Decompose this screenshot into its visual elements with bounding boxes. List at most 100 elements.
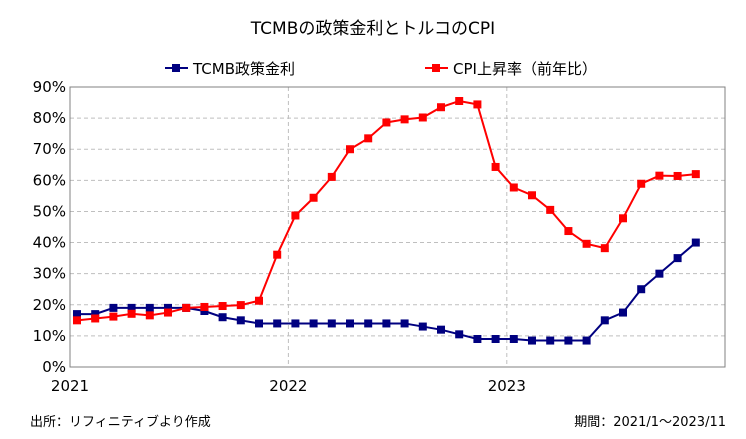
data-point-1: [145, 311, 154, 320]
series-line-1: [76, 99, 696, 322]
data-point-1: [491, 162, 500, 171]
data-point-0: [437, 325, 445, 334]
data-point-1: [327, 172, 336, 181]
data-point-0: [309, 319, 318, 328]
data-point-1: [127, 309, 136, 318]
data-point-1: [509, 183, 518, 192]
data-point-0: [145, 303, 154, 312]
legend-marker-cpi: [432, 64, 440, 72]
data-point-0: [546, 336, 555, 345]
data-point-0: [164, 303, 172, 312]
data-point-1: [600, 244, 609, 253]
data-point-1: [164, 308, 172, 317]
data-point-0: [491, 335, 500, 343]
data-point-0: [619, 308, 627, 317]
y-tick-label: 50%: [33, 202, 66, 220]
data-point-0: [637, 285, 646, 294]
plot-area: 0%10%20%30%40%50%60%70%80%90% 2021 2022 20…: [33, 78, 726, 395]
data-point-1: [236, 301, 245, 310]
data-point-1: [255, 296, 263, 305]
data-point-1: [309, 193, 318, 202]
data-point-0: [528, 336, 536, 345]
y-tick-label: 90%: [33, 78, 66, 96]
data-point-0: [273, 319, 282, 328]
data-point-0: [127, 303, 136, 312]
data-point-0: [509, 335, 518, 343]
data-point-1: [273, 250, 282, 259]
legend-item-cpi: CPI上昇率（前年比）: [425, 60, 597, 78]
data-point-1: [182, 303, 191, 312]
data-point-1: [382, 118, 391, 127]
data-point-1: [619, 214, 627, 223]
y-gridlines: [70, 117, 725, 337]
data-point-0: [327, 319, 336, 328]
legend-marker-policy-rate: [172, 64, 180, 72]
data-point-1: [455, 97, 464, 105]
data-point-1: [528, 191, 536, 200]
y-tick-label: 0%: [42, 358, 66, 376]
legend: TCMB政策金利 CPI上昇率（前年比）: [165, 60, 597, 78]
x-gridlines: [287, 87, 508, 367]
data-point-0: [291, 319, 300, 328]
data-point-1: [473, 100, 482, 109]
y-tick-label: 60%: [33, 171, 66, 189]
data-point-0: [73, 310, 81, 319]
legend-label-policy-rate: TCMB政策金利: [192, 60, 295, 78]
chart-title: TCMBの政策金利とトルコのCPI: [250, 19, 495, 39]
legend-item-policy-rate: TCMB政策金利: [165, 60, 295, 78]
data-point-1: [91, 314, 100, 323]
data-point-1: [73, 316, 81, 325]
data-point-1: [200, 302, 209, 311]
data-point-0: [455, 330, 464, 339]
data-point-0: [382, 319, 391, 328]
data-point-0: [400, 319, 409, 328]
x-tick-label: 2021: [51, 377, 89, 395]
period-note: 期間：2021/1～2023/11: [574, 415, 726, 430]
data-point-0: [691, 238, 700, 247]
data-point-1: [364, 134, 373, 143]
data-point-1: [637, 179, 646, 188]
data-point-0: [418, 322, 427, 331]
y-tick-label: 80%: [33, 109, 66, 127]
data-point-1: [691, 170, 700, 179]
data-point-1: [582, 239, 591, 248]
data-point-0: [582, 336, 591, 345]
data-point-0: [346, 319, 354, 328]
y-tick-label: 40%: [33, 234, 66, 252]
data-point-0: [236, 316, 245, 325]
y-tick-label: 20%: [33, 296, 66, 314]
data-point-1: [418, 113, 427, 122]
data-point-1: [655, 171, 664, 180]
data-point-0: [564, 336, 573, 345]
data-point-0: [218, 313, 227, 322]
data-point-1: [218, 302, 227, 311]
data-point-1: [400, 115, 409, 124]
data-point-0: [109, 303, 118, 312]
data-point-0: [600, 316, 609, 325]
data-point-1: [546, 205, 555, 214]
data-point-1: [437, 103, 445, 112]
data-point-0: [673, 254, 682, 263]
data-point-1: [564, 227, 573, 236]
data-point-1: [346, 145, 354, 154]
data-point-0: [364, 319, 373, 328]
y-tick-label: 30%: [33, 265, 66, 283]
data-point-1: [673, 171, 682, 180]
data-point-0: [255, 319, 263, 328]
data-point-0: [473, 335, 482, 343]
x-tick-label: 2022: [269, 377, 307, 395]
data-point-1: [109, 312, 118, 321]
source-note: 出所：リフィニティブより作成: [30, 414, 211, 430]
data-point-0: [655, 269, 664, 278]
x-tick-label: 2023: [488, 377, 526, 395]
legend-label-cpi: CPI上昇率（前年比）: [453, 60, 597, 78]
series-layer: [73, 97, 700, 345]
data-point-0: [91, 310, 100, 319]
y-axis-ticks: 0% 10% 20% 30% 40% 50% 60% 70% 80% 90%: [33, 78, 66, 376]
data-point-0: [200, 307, 209, 315]
y-tick-label: 70%: [33, 140, 66, 158]
x-axis-ticks: 2021 2022 2023: [51, 377, 526, 395]
data-point-1: [291, 211, 300, 220]
y-tick-label: 10%: [33, 327, 66, 345]
